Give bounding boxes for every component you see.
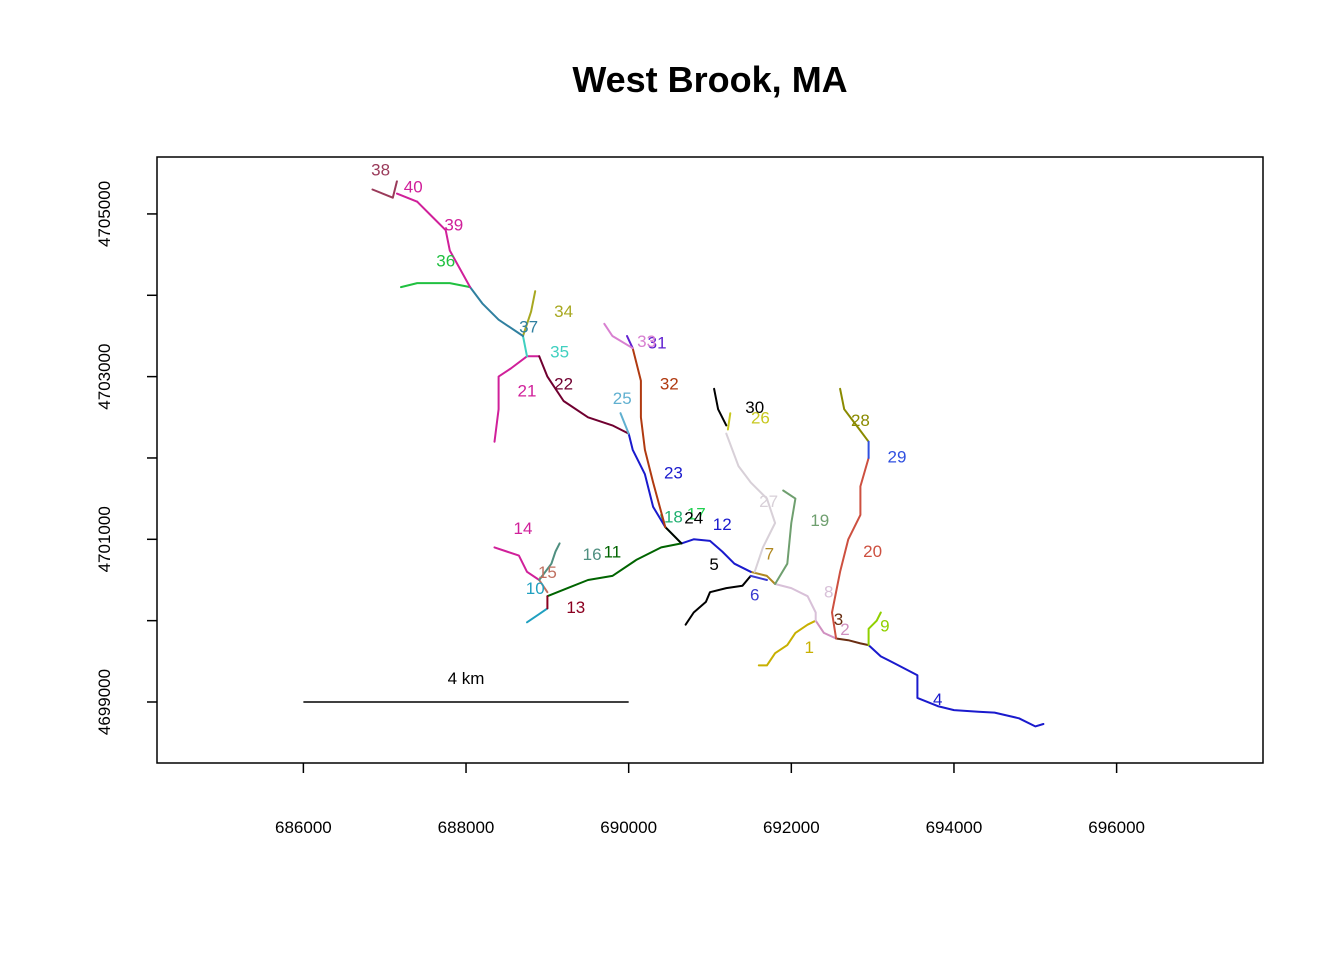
stream-segments xyxy=(371,180,1045,728)
stream-segment-7 xyxy=(749,570,777,585)
segment-label-32: 32 xyxy=(660,374,679,393)
stream-segment-31 xyxy=(626,335,634,350)
segment-label-13: 13 xyxy=(566,598,585,617)
y-tick-label: 4705000 xyxy=(95,181,114,247)
segment-label-38: 38 xyxy=(371,160,390,179)
segment-label-34: 34 xyxy=(554,302,573,321)
segment-label-20: 20 xyxy=(863,542,882,561)
plot-frame xyxy=(156,156,1264,764)
x-tick-label: 686000 xyxy=(275,818,332,837)
stream-segment-22 xyxy=(538,355,630,435)
segment-label-12: 12 xyxy=(713,515,732,534)
stream-segment-26 xyxy=(726,412,732,431)
segment-label-23: 23 xyxy=(664,464,683,483)
stream-segment-11 xyxy=(546,542,683,598)
segment-label-26: 26 xyxy=(751,408,770,427)
segment-label-22: 22 xyxy=(554,374,573,393)
segment-label-10: 10 xyxy=(526,579,545,598)
stream-segment-15 xyxy=(538,579,549,594)
x-tick-label: 690000 xyxy=(600,818,657,837)
stream-segment-14 xyxy=(493,546,541,581)
segment-label-29: 29 xyxy=(888,447,907,466)
y-tick-label: 4701000 xyxy=(95,506,114,572)
segment-label-9: 9 xyxy=(880,617,889,636)
stream-segment-27 xyxy=(725,432,777,573)
stream-segment-5 xyxy=(684,574,752,626)
x-tick-label: 688000 xyxy=(438,818,495,837)
scale-bar: 4 km xyxy=(303,669,629,703)
stream-segment-20 xyxy=(831,457,870,640)
segment-label-31: 31 xyxy=(648,334,667,353)
segment-label-35: 35 xyxy=(550,342,569,361)
stream-segment-25 xyxy=(619,412,630,435)
segment-label-15: 15 xyxy=(538,563,557,582)
stream-segment-39 xyxy=(416,200,472,289)
segment-label-30: 30 xyxy=(745,398,764,417)
map-title: West Brook, MA xyxy=(572,59,847,100)
segment-label-28: 28 xyxy=(851,411,870,430)
axes: 686000 688000 690000 692000 694000 696000 4699… xyxy=(95,181,1145,837)
segment-label-1: 1 xyxy=(804,638,813,657)
segment-label-40: 40 xyxy=(404,177,423,196)
segment-label-19: 19 xyxy=(810,511,829,530)
segment-label-6: 6 xyxy=(750,586,759,605)
stream-segment-12 xyxy=(680,538,752,573)
segment-label-17: 17 xyxy=(687,504,706,523)
stream-segment-21 xyxy=(493,355,541,443)
stream-segment-35 xyxy=(522,335,528,358)
segment-label-2: 2 xyxy=(840,620,849,639)
stream-segment-32 xyxy=(631,347,667,529)
stream-segment-4 xyxy=(867,644,1045,728)
segment-label-11: 11 xyxy=(604,543,622,562)
x-tick-label: 692000 xyxy=(763,818,820,837)
stream-segment-40 xyxy=(395,192,419,203)
stream-segment-19 xyxy=(774,489,797,585)
segment-label-8: 8 xyxy=(824,582,833,601)
segment-label-36: 36 xyxy=(436,251,455,270)
y-tick-label: 4703000 xyxy=(95,344,114,410)
x-tick-label: 696000 xyxy=(1088,818,1145,837)
stream-segment-10 xyxy=(526,607,549,624)
stream-segment-28 xyxy=(839,387,870,443)
segment-label-37: 37 xyxy=(519,317,538,336)
segment-label-5: 5 xyxy=(709,555,718,574)
segment-label-18: 18 xyxy=(664,508,683,527)
segment-label-24: 24 xyxy=(684,508,703,527)
stream-segment-23 xyxy=(627,432,667,529)
stream-segment-8 xyxy=(774,583,817,622)
stream-segment-16 xyxy=(538,542,561,581)
stream-segment-24 xyxy=(664,526,683,545)
stream-segment-38 xyxy=(371,180,398,199)
stream-segment-37 xyxy=(469,286,524,337)
scale-bar-label: 4 km xyxy=(448,669,485,688)
segment-label-21: 21 xyxy=(518,382,537,401)
stream-segment-36 xyxy=(400,282,472,289)
segment-label-3: 3 xyxy=(834,610,843,629)
segment-label-25: 25 xyxy=(613,389,632,408)
segment-label-4: 4 xyxy=(933,690,942,709)
stream-segment-3 xyxy=(835,637,870,647)
stream-segment-9 xyxy=(867,611,882,647)
segment-label-7: 7 xyxy=(765,544,774,563)
segment-label-33: 33 xyxy=(637,332,656,351)
segment-label-39: 39 xyxy=(444,216,463,235)
stream-segment-34 xyxy=(522,290,537,337)
stream-segment-1 xyxy=(757,619,817,667)
stream-segment-2 xyxy=(814,619,838,640)
stream-segment-30 xyxy=(713,387,728,427)
segment-label-27: 27 xyxy=(759,492,778,511)
stream-segment-6 xyxy=(749,574,768,581)
x-tick-label: 694000 xyxy=(926,818,983,837)
stream-segment-33 xyxy=(603,322,634,350)
segment-label-14: 14 xyxy=(514,519,533,538)
segment-label-16: 16 xyxy=(583,545,602,564)
y-tick-label: 4699000 xyxy=(95,669,114,735)
